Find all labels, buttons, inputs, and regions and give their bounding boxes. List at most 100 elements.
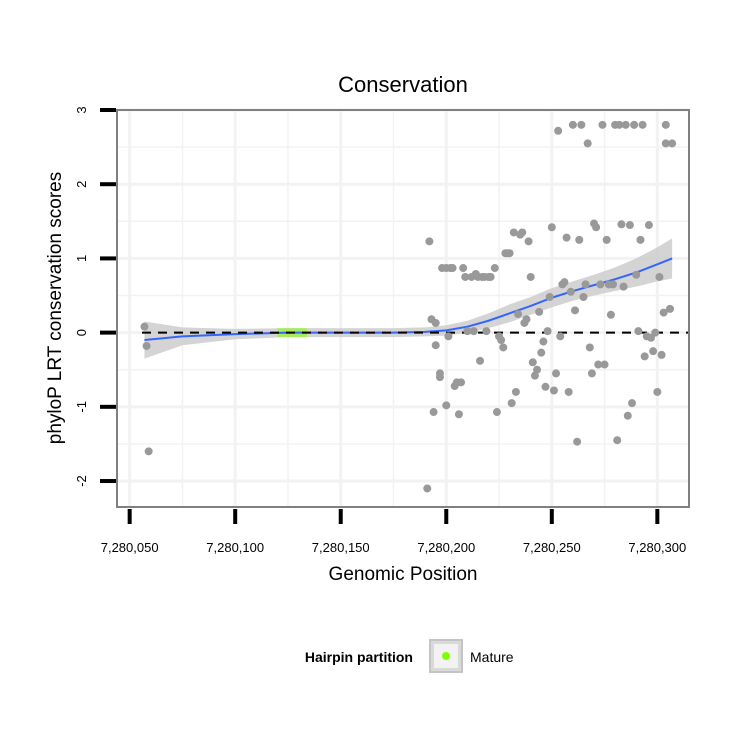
data-point <box>482 327 491 336</box>
data-points <box>140 120 677 493</box>
legend: Hairpin partition Mature <box>305 639 514 673</box>
data-point <box>619 282 628 291</box>
data-point <box>425 237 434 246</box>
data-point <box>579 292 588 301</box>
data-point <box>499 343 508 352</box>
confidence-band-group <box>144 238 673 359</box>
data-point <box>571 306 580 315</box>
panel-border <box>116 109 690 508</box>
data-point <box>457 378 466 387</box>
data-point <box>594 360 603 369</box>
data-point <box>144 447 153 456</box>
data-point <box>518 228 527 237</box>
data-point <box>463 327 472 336</box>
data-point <box>657 350 666 359</box>
data-point <box>615 120 624 129</box>
data-point <box>600 360 609 369</box>
data-point <box>625 221 634 230</box>
data-point <box>668 139 677 148</box>
data-point <box>562 233 571 242</box>
data-point <box>638 120 647 129</box>
data-point <box>613 436 622 445</box>
data-point <box>444 332 453 341</box>
y-axis-title: phyloP LRT conservation scores <box>45 172 66 445</box>
x-tick-label: 7,280,200 <box>417 540 475 555</box>
data-point <box>505 249 514 258</box>
data-point <box>659 308 668 317</box>
x-axis-title: Genomic Position <box>329 564 478 585</box>
data-point <box>634 327 643 336</box>
data-point <box>514 310 523 319</box>
legend-label-mature: Mature <box>470 649 514 665</box>
data-point <box>630 120 639 129</box>
data-point <box>655 272 664 281</box>
data-point <box>469 327 478 336</box>
data-point <box>644 221 653 230</box>
y-tick-label: -1 <box>74 401 89 413</box>
data-point <box>543 327 552 336</box>
y-tick-label: 0 <box>74 329 89 336</box>
data-point <box>476 356 485 365</box>
data-point <box>577 120 586 129</box>
data-point <box>423 484 432 493</box>
chart-title: Conservation <box>338 72 468 97</box>
data-point <box>454 410 463 419</box>
data-point <box>526 272 535 281</box>
data-point <box>596 280 605 289</box>
data-point <box>649 347 658 356</box>
x-axis: 7,280,050 7,280,100 7,280,150 7,280,200 7,28… <box>101 509 686 555</box>
data-point <box>509 228 518 237</box>
data-point <box>541 382 550 391</box>
x-tick-label: 7,280,250 <box>523 540 581 555</box>
data-point <box>640 352 649 361</box>
data-point <box>583 139 592 148</box>
data-point <box>511 387 520 396</box>
x-tick-label: 7,280,100 <box>206 540 264 555</box>
data-point <box>547 223 556 232</box>
data-point <box>666 304 675 313</box>
data-point <box>442 401 451 410</box>
data-point <box>522 315 531 324</box>
data-point <box>535 307 544 316</box>
data-point <box>581 280 590 289</box>
data-point <box>431 318 440 327</box>
y-tick-label: -2 <box>74 475 89 487</box>
data-point <box>497 336 506 345</box>
data-point <box>575 235 584 244</box>
data-point <box>621 120 630 129</box>
y-axis: -2 -1 0 1 2 3 <box>74 106 116 487</box>
data-point <box>568 120 577 129</box>
data-point <box>533 365 542 374</box>
y-tick-label: 1 <box>74 255 89 262</box>
data-point <box>486 272 495 281</box>
data-point <box>552 369 561 378</box>
x-tick-label: 7,280,050 <box>101 540 159 555</box>
data-point <box>661 120 670 129</box>
data-point <box>459 264 468 273</box>
smooth-line-group <box>144 257 673 342</box>
data-point <box>539 337 548 346</box>
data-point <box>549 386 558 395</box>
smooth-fit-line <box>144 257 673 342</box>
data-point <box>560 278 569 287</box>
grid <box>117 108 689 507</box>
data-point <box>140 322 149 331</box>
confidence-band <box>144 238 673 359</box>
x-tick-label: 7,280,300 <box>628 540 686 555</box>
data-point <box>507 399 516 408</box>
data-point <box>653 387 662 396</box>
data-point <box>566 287 575 296</box>
data-point <box>490 264 499 273</box>
data-point <box>609 280 618 289</box>
data-point <box>598 120 607 129</box>
data-point <box>564 387 573 396</box>
data-point <box>651 328 660 337</box>
data-point <box>435 373 444 382</box>
data-point <box>587 369 596 378</box>
data-point <box>623 411 632 420</box>
data-point <box>142 341 151 350</box>
data-point <box>545 292 554 301</box>
data-point <box>602 235 611 244</box>
data-point <box>461 272 470 281</box>
